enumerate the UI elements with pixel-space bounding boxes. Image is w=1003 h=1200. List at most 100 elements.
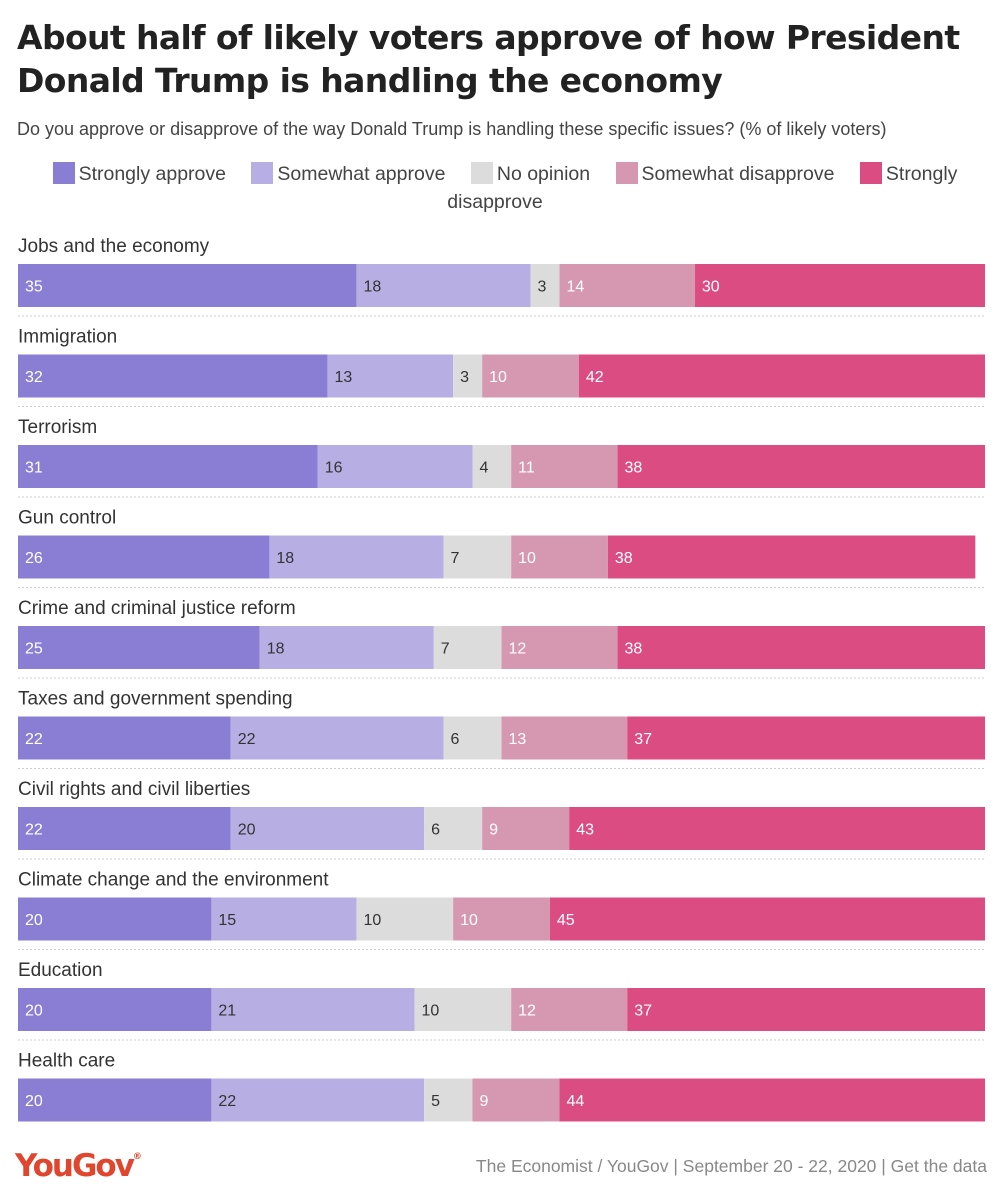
bar-segment <box>694 264 985 307</box>
row-label: Immigration <box>18 327 117 348</box>
row-label: Gun control <box>18 508 116 529</box>
bar-segment <box>433 626 502 669</box>
legend-item-no-opinion[interactable]: No opinion <box>470 162 591 185</box>
data-label: 38 <box>625 641 643 658</box>
data-label: 44 <box>567 1093 585 1110</box>
legend-label: Somewhat disapprove <box>641 163 835 185</box>
data-label: 4 <box>479 460 488 477</box>
bar-segment <box>472 445 512 488</box>
data-label: 7 <box>441 641 450 658</box>
bar-segment <box>211 897 357 941</box>
data-label: 10 <box>518 550 536 567</box>
bar-segment <box>327 354 454 398</box>
bar-segment <box>424 807 483 850</box>
data-label: 6 <box>431 822 440 839</box>
source-note: The Economist / YouGov | September 20 - … <box>475 1156 987 1176</box>
data-label: 37 <box>634 731 652 748</box>
bar-segment <box>472 1078 560 1122</box>
legend-label: Strongly approve <box>78 163 226 185</box>
legend-swatch <box>251 162 274 184</box>
legend-swatch <box>52 162 75 184</box>
bar-segment <box>453 897 550 941</box>
bar-segment <box>569 807 985 850</box>
legend-item-strongly-disapprove[interactable]: Strongly disapprove <box>447 162 958 213</box>
data-label: 14 <box>567 279 585 296</box>
bar-segment <box>317 445 473 488</box>
data-label: 18 <box>363 279 381 296</box>
row-label: Civil rights and civil liberties <box>18 779 250 800</box>
data-label: 45 <box>557 912 575 929</box>
data-label: 10 <box>363 912 381 929</box>
data-label: 21 <box>218 1003 236 1020</box>
row-label: Taxes and government spending <box>18 689 293 710</box>
data-label: 5 <box>431 1093 440 1110</box>
bar-segment <box>443 716 502 760</box>
bar-segment <box>424 1078 473 1122</box>
legend-item-strongly-approve[interactable]: Strongly approve <box>52 162 226 185</box>
data-label: 12 <box>518 1003 536 1020</box>
data-label: 20 <box>25 1003 43 1020</box>
data-label: 7 <box>450 550 459 567</box>
data-label: 15 <box>218 912 236 929</box>
bar-segment <box>414 988 512 1031</box>
data-label: 6 <box>450 731 459 748</box>
bar-segment <box>211 988 415 1031</box>
data-label: 22 <box>25 731 43 748</box>
data-label: 35 <box>25 279 43 296</box>
bar-segment <box>18 988 212 1031</box>
data-label: 38 <box>625 460 643 477</box>
bar-segment <box>549 897 985 941</box>
bar-segment <box>511 445 618 488</box>
bar-segment <box>269 535 444 579</box>
legend-swatch <box>859 162 882 184</box>
data-label: 43 <box>576 822 594 839</box>
bar-segment <box>18 445 318 488</box>
data-label: 38 <box>615 550 633 567</box>
data-label: 12 <box>509 641 527 658</box>
bar-segment <box>230 807 425 850</box>
bar-segment <box>511 535 608 579</box>
data-label: 22 <box>25 822 43 839</box>
bar-segment <box>482 807 570 850</box>
bar-segment <box>607 535 976 579</box>
yougov-logo[interactable]: YouGov® <box>15 1148 142 1184</box>
row-label: Climate change and the environment <box>18 870 329 891</box>
bar-segment <box>578 354 985 398</box>
bar-segment <box>559 264 695 307</box>
legend-swatch <box>470 162 493 184</box>
bar-segment <box>617 445 985 488</box>
bar-segment <box>18 1078 212 1122</box>
row-label: Education <box>18 960 103 981</box>
bar-segment <box>211 1078 425 1122</box>
data-label: 9 <box>479 1093 488 1110</box>
legend-item-somewhat-approve[interactable]: Somewhat approve <box>251 162 446 185</box>
bar-segment <box>18 535 270 579</box>
bar-segment <box>627 716 985 760</box>
data-label: 13 <box>509 731 527 748</box>
data-label: 30 <box>702 279 720 296</box>
data-label: 22 <box>238 731 256 748</box>
bar-segment <box>627 988 985 1031</box>
bar-segment <box>18 807 231 850</box>
bar-segment <box>443 535 512 579</box>
data-label: 18 <box>276 550 294 567</box>
row-label: Health care <box>18 1051 115 1072</box>
legend-item-somewhat-disapprove[interactable]: Somewhat disapprove <box>615 162 835 185</box>
bar-segment <box>356 897 454 941</box>
data-label: 9 <box>489 822 498 839</box>
chart-subtitle: Do you approve or disapprove of the way … <box>17 119 887 139</box>
data-label: 3 <box>538 279 547 296</box>
bar-segment <box>18 626 260 669</box>
bar-segment <box>18 897 212 941</box>
data-label: 10 <box>460 912 478 929</box>
bar-segment <box>18 716 231 760</box>
legend-label: No opinion <box>496 163 591 185</box>
data-label: 31 <box>25 460 43 477</box>
legend-label: Somewhat approve <box>277 163 446 185</box>
bar-segment <box>453 354 483 398</box>
data-label: 20 <box>238 822 256 839</box>
legend-label: Strongly disapprove <box>447 163 958 213</box>
data-label: 42 <box>586 369 604 386</box>
data-label: 3 <box>460 369 469 386</box>
